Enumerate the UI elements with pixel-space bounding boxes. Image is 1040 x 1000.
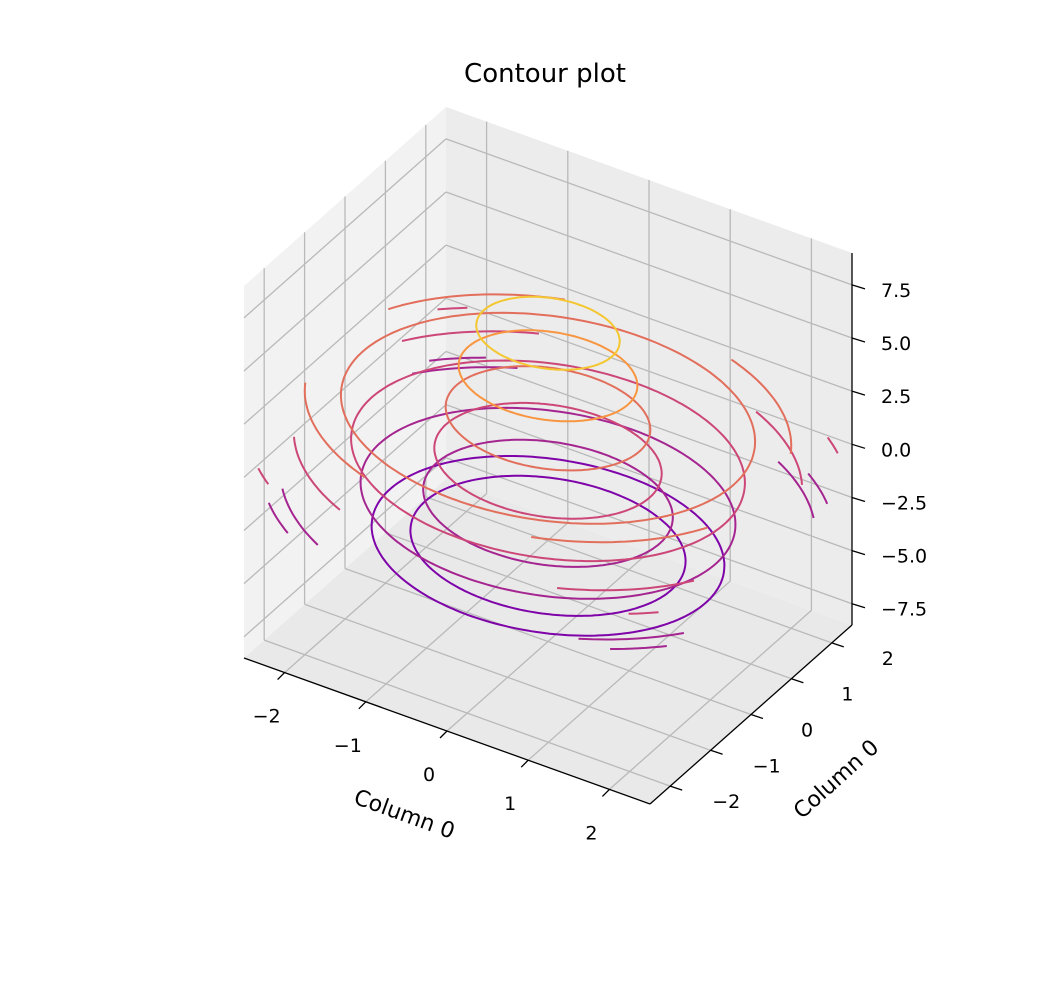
gridline — [344, 567, 752, 716]
chart-title: Contour plot — [464, 59, 626, 89]
z-tick-label: 0.0 — [881, 439, 911, 461]
y-tick-mark — [710, 749, 723, 755]
contour-line — [429, 356, 486, 362]
z-tick-label: 5.0 — [881, 333, 911, 355]
contour-line — [303, 382, 366, 478]
z-tick-label: −5.0 — [881, 546, 927, 568]
gridline — [243, 244, 447, 425]
gridline — [243, 457, 447, 638]
contour-line — [807, 472, 829, 505]
contour-line — [557, 579, 695, 592]
y-tick-label: 2 — [882, 648, 894, 670]
gridline — [243, 350, 447, 531]
gridline — [445, 191, 853, 339]
contour-lines — [257, 293, 839, 650]
y-tick-mark — [831, 642, 845, 648]
gridline — [263, 639, 671, 787]
gridline — [425, 496, 833, 644]
contour-line — [422, 438, 674, 568]
x-tick-mark — [439, 730, 448, 739]
gridline — [243, 191, 447, 372]
x-tick-label: 1 — [504, 793, 516, 815]
y-tick-label: −1 — [753, 755, 781, 777]
contour-line — [339, 311, 757, 525]
x-tick-mark — [277, 672, 286, 681]
contour-line — [359, 406, 737, 600]
contour-line — [293, 436, 341, 511]
z-tick-mark — [851, 549, 866, 556]
contour-line — [730, 358, 793, 454]
contour-line — [350, 359, 746, 563]
contour-line — [437, 306, 468, 311]
z-tick-label: 7.5 — [881, 280, 911, 302]
contour-line — [826, 436, 839, 454]
y-tick-label: −2 — [712, 791, 740, 813]
x-tick-label: −2 — [253, 706, 281, 728]
contour-line — [457, 329, 639, 423]
z-tick-mark — [851, 496, 866, 503]
y-tick-mark — [750, 713, 764, 720]
contour-line — [755, 410, 803, 485]
y-tick-mark — [791, 678, 804, 684]
gridline — [243, 297, 447, 478]
y-axis-label: Column 0 — [789, 735, 884, 824]
gridlines — [243, 121, 853, 790]
x-tick-mark — [358, 701, 367, 710]
y-tick-mark — [669, 785, 683, 791]
gridline — [445, 138, 853, 286]
contour-line — [531, 526, 708, 544]
gridline — [445, 297, 853, 445]
gridline — [243, 138, 447, 319]
gridline — [445, 457, 853, 605]
y-tick-label: 1 — [841, 684, 853, 706]
contour-line — [610, 645, 667, 650]
z-tick-mark — [851, 390, 866, 396]
x-axis-label: Column 0 — [350, 785, 457, 844]
x-tick-label: 2 — [585, 822, 597, 844]
gridline — [304, 603, 711, 751]
tick-labels: −2 −1 0 1 2 −2 −1 0 1 2 −7.5 −5.0 −2.5 0.0 2.5 5.0 7.5 — [253, 280, 928, 845]
x-tick-mark — [520, 759, 529, 768]
z-tick-mark — [851, 337, 866, 343]
x-tick-mark — [601, 788, 610, 797]
contour-line — [257, 467, 270, 485]
x-tick-label: 0 — [423, 764, 435, 786]
z-tick-label: −2.5 — [881, 493, 927, 515]
contour-line — [433, 401, 663, 520]
z-tick-label: −7.5 — [881, 599, 927, 621]
contour-line — [281, 488, 319, 546]
contour-line — [370, 455, 726, 637]
contour-line — [475, 295, 621, 371]
y-tick-label: 0 — [801, 720, 813, 742]
contour-line — [628, 611, 659, 615]
gridline — [445, 244, 853, 392]
z-tick-mark — [851, 603, 866, 609]
contour-line — [578, 632, 685, 641]
z-tick-label: 2.5 — [881, 386, 911, 408]
contour-line — [267, 502, 289, 534]
contour-line — [777, 460, 815, 519]
axes-panes — [244, 107, 852, 804]
gridline — [385, 532, 792, 680]
z-tick-mark — [851, 443, 866, 449]
contour-line — [401, 330, 539, 342]
x-tick-label: −1 — [334, 735, 362, 757]
gridline — [243, 404, 447, 585]
z-tick-mark — [851, 284, 866, 290]
